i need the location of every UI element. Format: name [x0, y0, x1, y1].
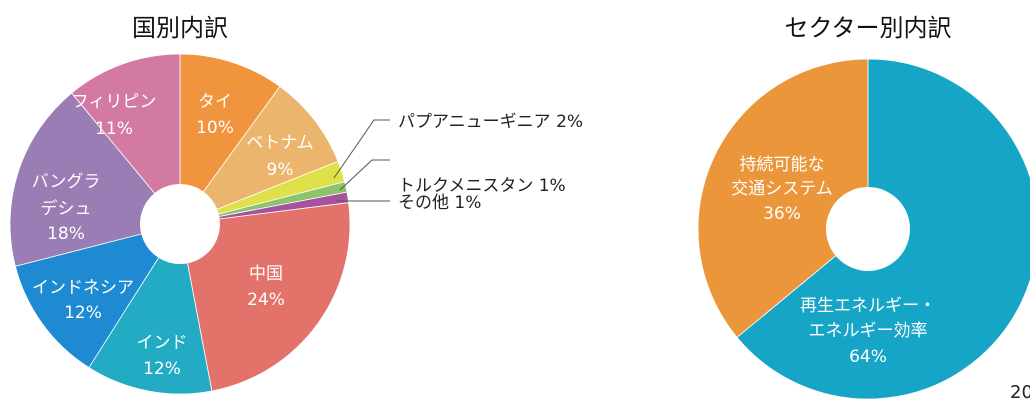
page-number: 20: [1010, 382, 1030, 401]
callout-line: [339, 159, 390, 191]
pie-slice: [697, 58, 869, 338]
slice-value-label: 64%: [849, 347, 887, 367]
pie-slice: [71, 53, 181, 226]
slice-value-label: 10%: [196, 118, 234, 138]
sector-chart-title: セクター別内訳: [784, 14, 951, 42]
country-chart-title: 国別内訳: [132, 14, 228, 42]
slice-value-label: 36%: [763, 204, 801, 224]
slice-value-label: 24%: [247, 290, 285, 310]
slice-value-label: 11%: [95, 119, 133, 139]
slice-label: 再生エネルギー・: [800, 296, 936, 316]
slice-label: 交通システム: [731, 179, 833, 199]
donut-hole: [140, 184, 220, 264]
slice-label: フィリピン: [72, 92, 157, 112]
slice-label: バングラ: [32, 172, 101, 192]
slice-label: 持続可能な: [740, 155, 825, 175]
callout-label: パプアニューギニア 2%: [398, 112, 583, 132]
slice-label: 中国: [249, 264, 283, 284]
slice-label: タイ: [198, 92, 232, 112]
callout-label: トルクメニスタン 1%: [398, 176, 566, 196]
slice-label: デシュ: [41, 198, 92, 219]
slice-label: インドネシア: [32, 278, 134, 298]
slice-value-label: 18%: [47, 224, 85, 244]
pie-slice: [14, 223, 181, 369]
callout-line: [333, 119, 390, 179]
pie-slice: [179, 53, 281, 226]
slice-label: ベトナム: [246, 133, 314, 153]
callout-label: その他 1%: [398, 193, 481, 213]
pie-slice: [9, 92, 181, 267]
pie-slice: [179, 202, 351, 392]
donut-hole: [826, 187, 910, 271]
slice-value-label: 12%: [143, 359, 181, 379]
pie-slice: [88, 222, 213, 395]
slice-label: インド: [137, 333, 188, 353]
slice-value-label: 12%: [64, 303, 102, 323]
slice-label: エネルギー効率: [809, 321, 928, 341]
slice-value-label: 9%: [267, 160, 294, 180]
pie-slice: [178, 85, 339, 225]
